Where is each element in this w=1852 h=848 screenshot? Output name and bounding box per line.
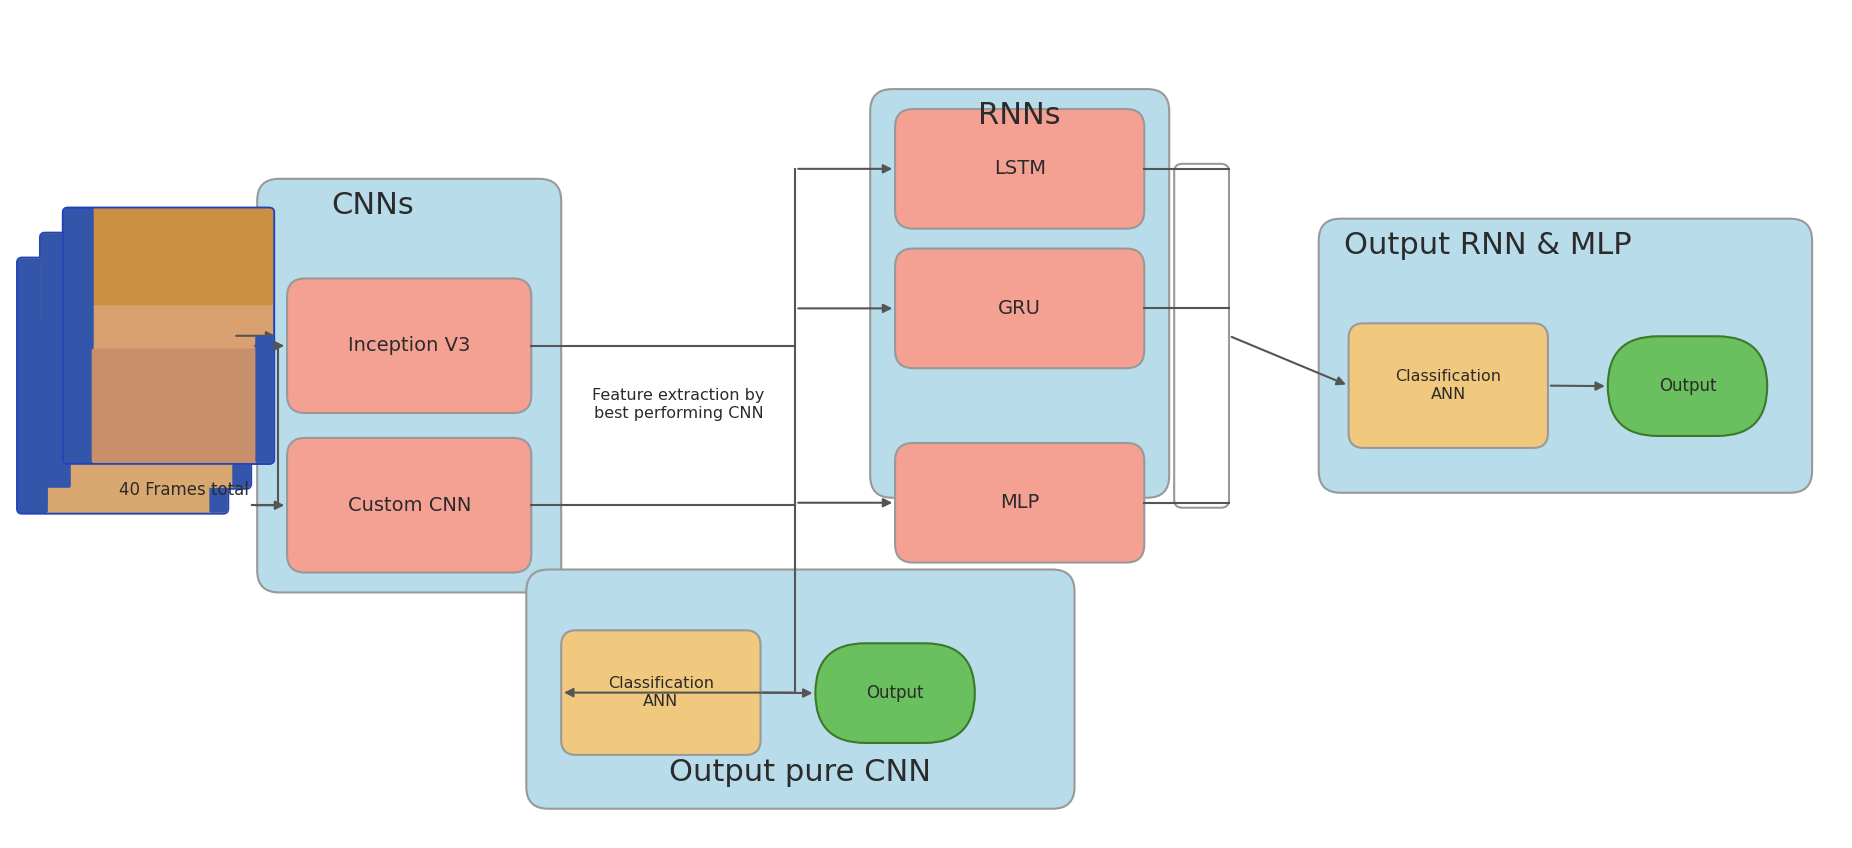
FancyBboxPatch shape <box>1608 337 1767 436</box>
Text: Output: Output <box>867 684 924 702</box>
FancyBboxPatch shape <box>41 234 250 322</box>
Text: GRU: GRU <box>998 298 1041 318</box>
FancyBboxPatch shape <box>870 89 1169 498</box>
FancyBboxPatch shape <box>93 349 256 463</box>
Text: LSTM: LSTM <box>995 159 1046 178</box>
Text: RNNs: RNNs <box>978 101 1061 130</box>
FancyBboxPatch shape <box>19 259 48 513</box>
Text: CNNs: CNNs <box>332 191 415 220</box>
FancyBboxPatch shape <box>895 109 1145 229</box>
Text: Feature extraction by
best performing CNN: Feature extraction by best performing CN… <box>593 388 765 421</box>
FancyBboxPatch shape <box>815 644 974 743</box>
FancyBboxPatch shape <box>19 259 228 348</box>
FancyBboxPatch shape <box>209 386 228 513</box>
FancyBboxPatch shape <box>895 248 1145 368</box>
Text: Inception V3: Inception V3 <box>348 337 470 355</box>
Text: Classification
ANN: Classification ANN <box>607 677 713 709</box>
Text: Classification
ANN: Classification ANN <box>1395 370 1502 402</box>
Text: Output: Output <box>1659 377 1717 395</box>
FancyBboxPatch shape <box>19 259 228 513</box>
FancyBboxPatch shape <box>63 209 94 463</box>
FancyBboxPatch shape <box>41 234 250 488</box>
FancyBboxPatch shape <box>93 209 272 305</box>
FancyBboxPatch shape <box>256 336 272 463</box>
FancyBboxPatch shape <box>287 278 532 413</box>
FancyBboxPatch shape <box>69 322 250 488</box>
Text: 40 Frames total: 40 Frames total <box>119 481 248 499</box>
FancyBboxPatch shape <box>63 209 272 463</box>
FancyBboxPatch shape <box>287 438 532 572</box>
FancyBboxPatch shape <box>257 179 561 593</box>
FancyBboxPatch shape <box>895 443 1145 562</box>
FancyBboxPatch shape <box>526 570 1074 809</box>
FancyBboxPatch shape <box>1174 164 1230 508</box>
Text: Custom CNN: Custom CNN <box>348 496 470 515</box>
Text: Output pure CNN: Output pure CNN <box>669 758 932 787</box>
FancyBboxPatch shape <box>41 234 70 488</box>
FancyBboxPatch shape <box>232 360 250 488</box>
Text: Output RNN & MLP: Output RNN & MLP <box>1345 231 1632 259</box>
Text: MLP: MLP <box>1000 494 1039 512</box>
FancyBboxPatch shape <box>63 209 272 463</box>
FancyBboxPatch shape <box>1348 323 1548 448</box>
FancyBboxPatch shape <box>93 209 272 463</box>
FancyBboxPatch shape <box>46 348 228 513</box>
FancyBboxPatch shape <box>561 630 761 755</box>
FancyBboxPatch shape <box>1319 219 1811 493</box>
